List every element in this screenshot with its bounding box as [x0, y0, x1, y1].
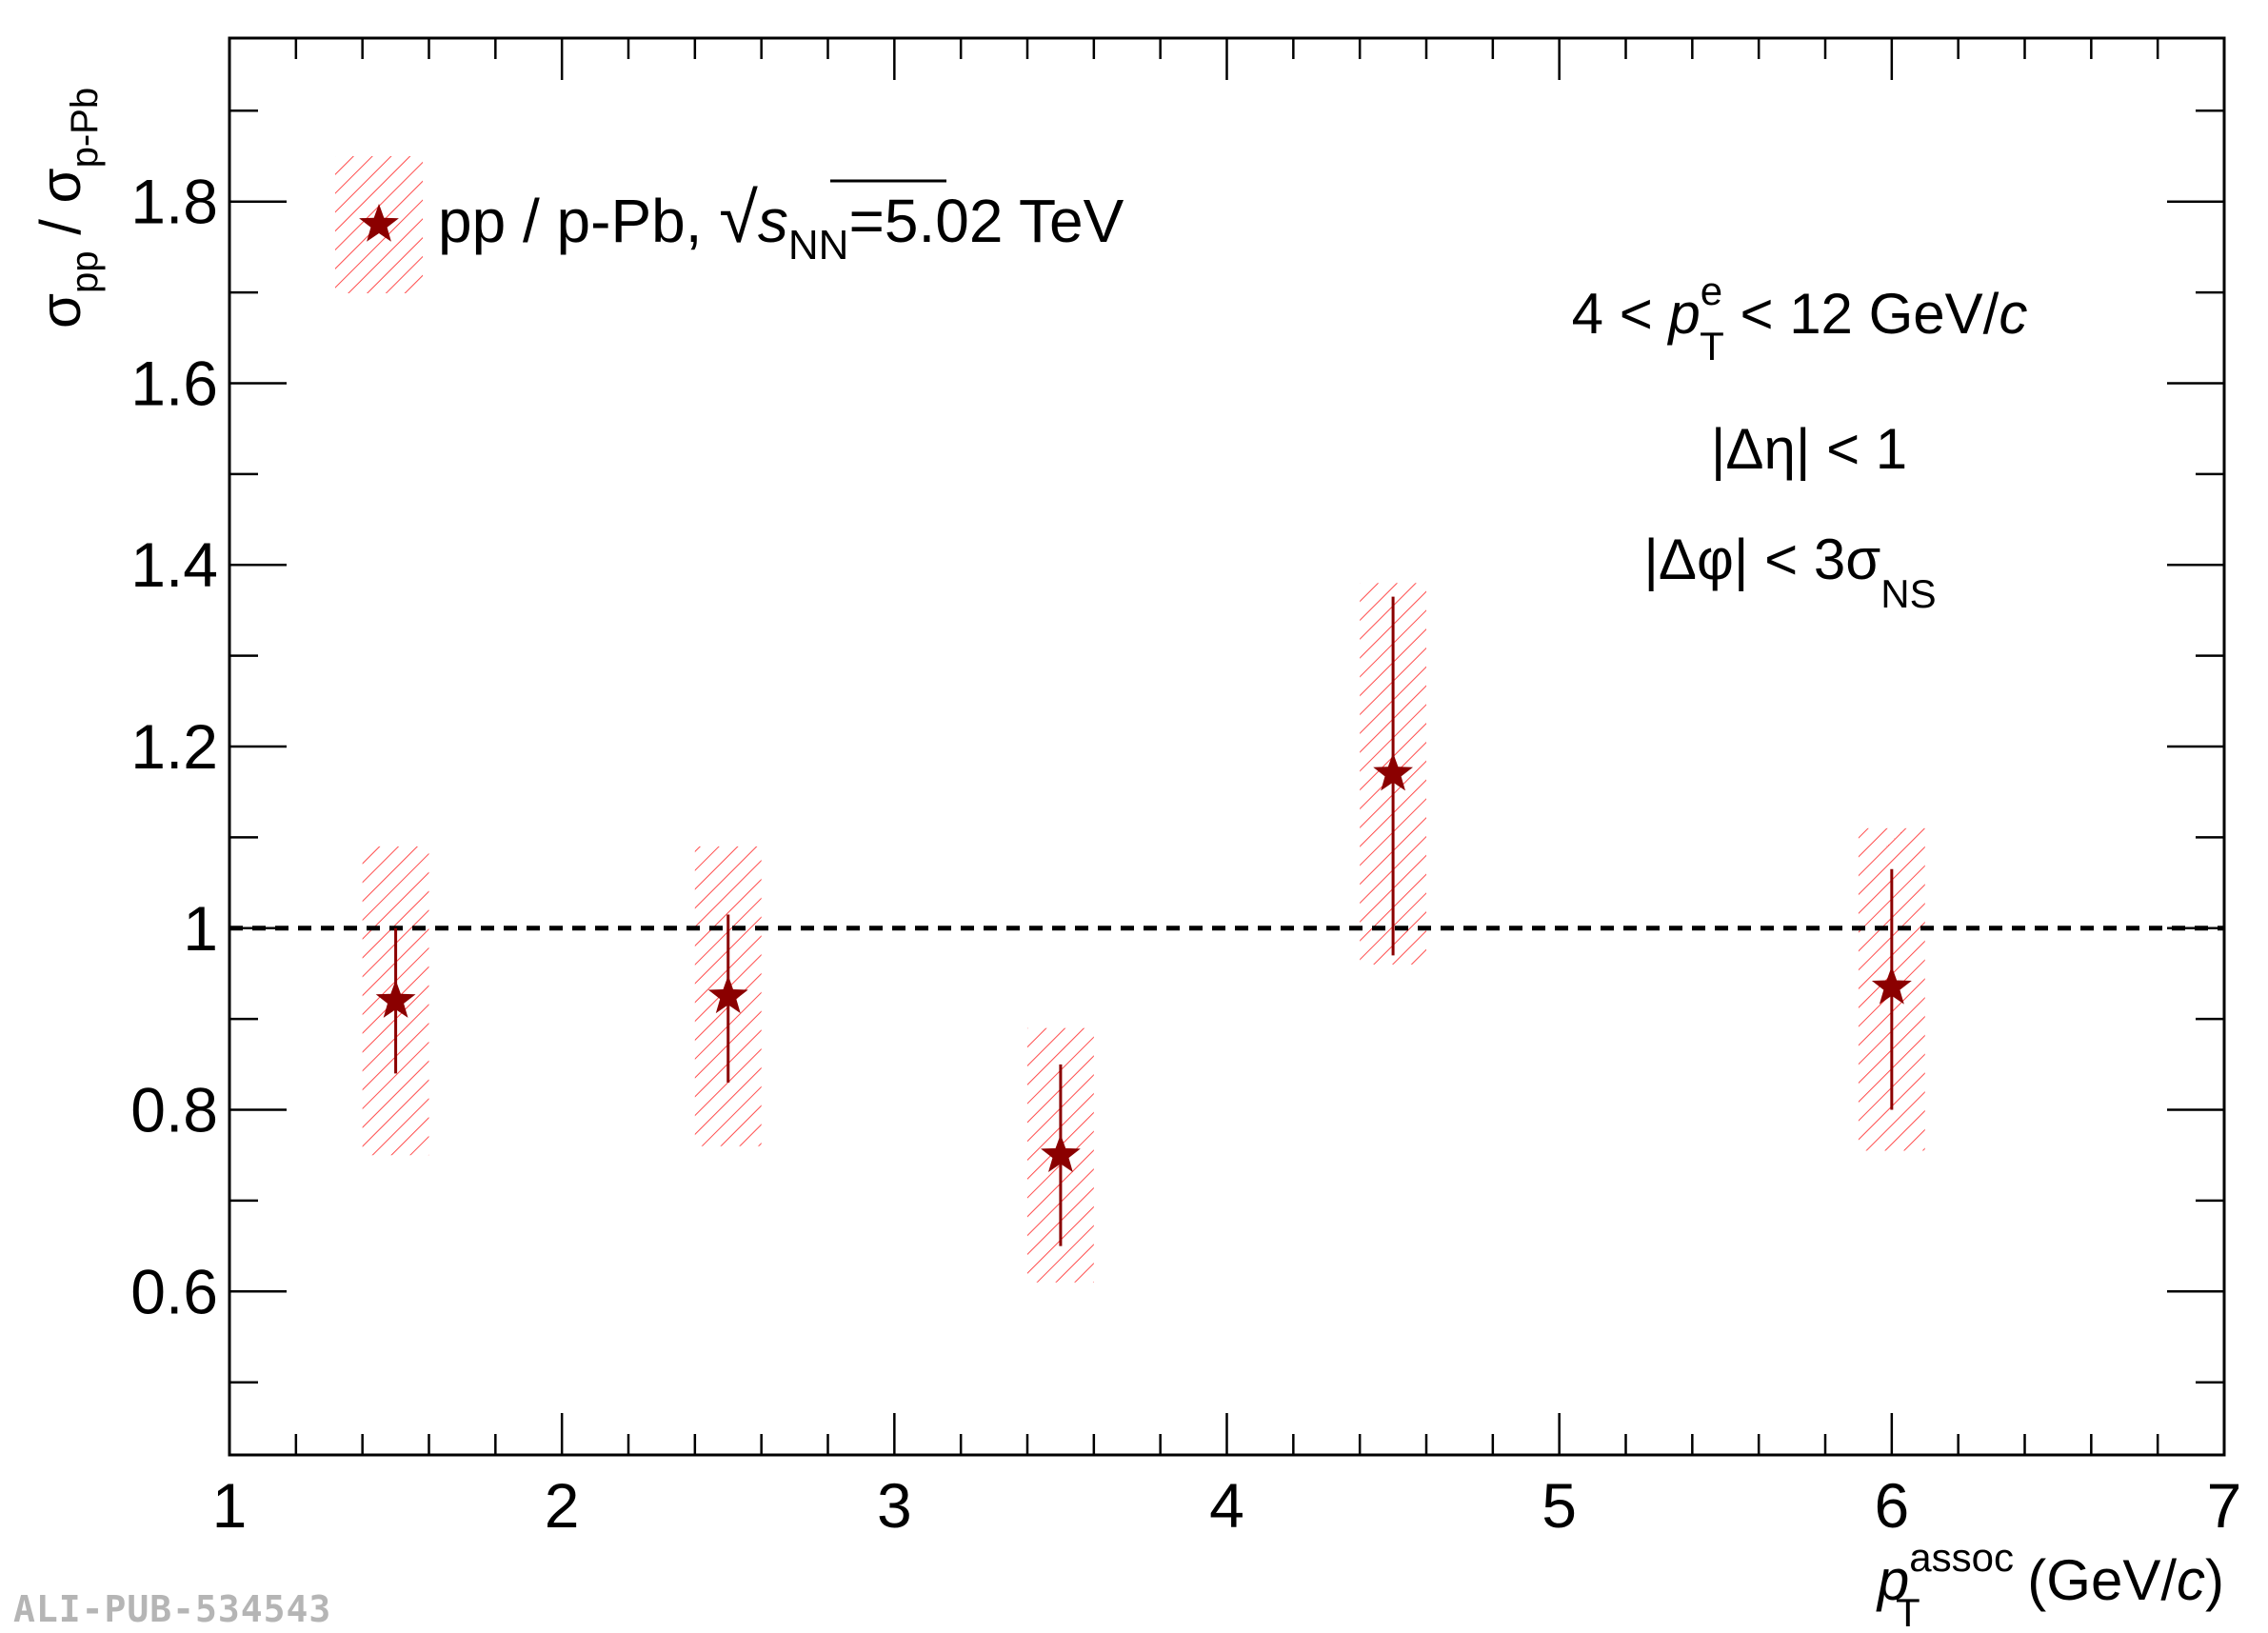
legend: pp / p-Pb, √sNN=5.02 TeV: [335, 156, 1124, 293]
y-tick-label-1.8: 1.8: [130, 167, 218, 237]
phi-pre: |Δφ| < 3σ: [1643, 528, 1880, 591]
x-title-sup: assoc: [1909, 1535, 2014, 1580]
x-tick-label-7: 7: [2207, 1470, 2242, 1541]
y-title-slash: /: [29, 203, 92, 250]
legend-sub-nn: NN: [788, 222, 849, 269]
systematic-boxes: [362, 583, 1925, 1283]
data-point-3: [1041, 1134, 1081, 1172]
y-tick-label-1.4: 1.4: [130, 529, 218, 600]
y-title-sigma2: σ: [29, 168, 92, 203]
x-tick-label-6: 6: [1874, 1470, 1909, 1541]
legend-text: pp / p-Pb, √sNN=5.02 TeV: [438, 178, 1124, 269]
y-title-sub2: p-Pb: [64, 88, 106, 169]
annotation-pt-range: 4 < pe T < 12 GeV/c: [1572, 269, 2028, 368]
x-title-unit-post: ): [2205, 1548, 2224, 1612]
pt-range-p: p: [1666, 282, 1700, 346]
data-point-1: [375, 980, 416, 1018]
x-tick-label-4: 4: [1209, 1470, 1244, 1541]
x-title-unit-pre: (GeV/: [2012, 1548, 2178, 1612]
x-tick-label-2: 2: [545, 1470, 580, 1541]
pt-range-sub: T: [1700, 324, 1724, 368]
axes: [228, 36, 2226, 1457]
x-tick-label-1: 1: [212, 1470, 248, 1541]
annotation-phi: |Δφ| < 3σNS: [1643, 528, 1936, 616]
data-point-5: [1871, 966, 1912, 1005]
data-point-4: [1373, 752, 1413, 791]
y-tick-label-0.6: 0.6: [130, 1256, 218, 1326]
watermark: ALI-PUB-534543: [13, 1588, 332, 1630]
x-tick-label-5: 5: [1542, 1470, 1577, 1541]
stat-errors: [394, 596, 1894, 1246]
legend-sqrt-sign: √: [719, 178, 758, 257]
legend-star-marker: [359, 204, 399, 242]
phi-sub: NS: [1880, 571, 1936, 616]
x-title-unit-c: c: [2177, 1548, 2205, 1612]
y-tick-label-1.6: 1.6: [130, 348, 218, 418]
x-tick-label-3: 3: [877, 1470, 912, 1541]
pt-range-post: < 12 GeV/: [1724, 282, 1999, 346]
legend-text-pre: pp / p-Pb,: [438, 187, 719, 255]
x-axis-title: passoc T (GeV/c): [1876, 1535, 2224, 1633]
y-axis-title: σpp / σp-Pb: [29, 88, 106, 329]
annotation-eta: |Δη| < 1: [1711, 417, 1907, 481]
tick-labels: 1 2 3 4 5 6 7 0.6 0.8 1 1.2 1.4 1.6 1.8: [130, 167, 2241, 1541]
x-title-sub: T: [1896, 1590, 1920, 1633]
y-tick-label-0.8: 0.8: [130, 1075, 218, 1145]
legend-s: s: [758, 187, 788, 255]
y-title-sub1: pp: [64, 250, 106, 293]
data-markers: [375, 752, 1912, 1172]
pt-range-pre: 4 <: [1572, 282, 1669, 346]
legend-text-post: =5.02 TeV: [848, 187, 1124, 255]
y-tick-label-1: 1: [183, 893, 218, 964]
data-point-2: [707, 975, 748, 1014]
x-title-p: p: [1876, 1548, 1909, 1612]
pt-range-sup: e: [1701, 269, 1722, 313]
y-title-sigma1: σ: [29, 293, 92, 329]
y-tick-label-1.2: 1.2: [130, 711, 218, 782]
annotations: 4 < pe T < 12 GeV/c |Δη| < 1 |Δφ| < 3σNS: [1572, 269, 2028, 616]
pt-range-c: c: [1999, 282, 2027, 346]
